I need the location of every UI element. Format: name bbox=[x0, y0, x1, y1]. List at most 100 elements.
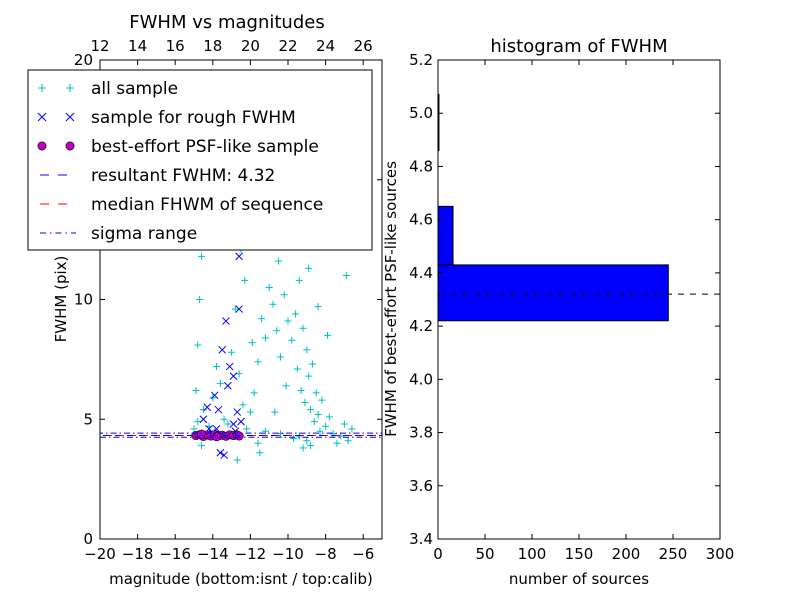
hist-x-tick-label: 100 bbox=[518, 545, 547, 563]
scatter-title: FWHM vs magnitudes bbox=[129, 12, 324, 33]
legend-label: resultant FWHM: 4.32 bbox=[91, 166, 275, 186]
scatter-point bbox=[224, 420, 232, 428]
hist-x-tick-label: 50 bbox=[475, 545, 494, 563]
scatter-point bbox=[258, 315, 266, 323]
scatter-xlabel: magnitude (bottom:isnt / top:calib) bbox=[109, 570, 373, 588]
x-tick-label: −18 bbox=[122, 545, 154, 563]
scatter-point bbox=[297, 387, 305, 395]
legend-items: all sample sample for rough FWHM best-effo… bbox=[37, 79, 323, 244]
scatter-point bbox=[218, 345, 227, 354]
scatter-point bbox=[222, 317, 230, 325]
scatter-point bbox=[199, 406, 207, 414]
top-tick-label: 14 bbox=[128, 37, 147, 55]
hist-y-tick-label: 4.8 bbox=[409, 157, 433, 175]
hist-y-tick-label: 5.2 bbox=[409, 51, 433, 69]
hist-x-tick-label: 300 bbox=[706, 545, 735, 563]
scatter-ylabel: FWHM (pix) bbox=[52, 256, 70, 343]
scatter-point bbox=[293, 365, 301, 373]
legend-item: best-effort PSF-like sample bbox=[37, 137, 319, 157]
scatter-point bbox=[305, 264, 313, 272]
legend-item: resultant FWHM: 4.32 bbox=[40, 166, 275, 186]
histogram-ylabel: FWHM of best-effort PSF-like sources bbox=[382, 161, 400, 437]
x-tick-label: −10 bbox=[272, 545, 304, 563]
legend-label: all sample bbox=[91, 79, 178, 99]
y-tick-label: 5 bbox=[83, 410, 93, 428]
legend: all sample sample for rough FWHM best-effo… bbox=[27, 69, 373, 251]
scatter-point bbox=[225, 362, 234, 371]
scatter-point bbox=[237, 417, 245, 426]
scatter-point bbox=[228, 348, 236, 356]
scatter-point bbox=[271, 408, 279, 416]
scatter-point bbox=[312, 389, 320, 397]
scatter-point bbox=[220, 451, 228, 460]
x-tick-label: −6 bbox=[352, 545, 374, 563]
x-tick-label: −8 bbox=[315, 545, 337, 563]
hist-y-tick-label: 3.4 bbox=[409, 530, 433, 548]
scatter-point bbox=[233, 456, 241, 464]
hist-y-tick-label: 4.4 bbox=[409, 264, 433, 282]
scatter-point bbox=[246, 408, 254, 416]
legend-marker-swatch bbox=[65, 141, 75, 151]
scatter-point bbox=[322, 422, 330, 430]
scatter-point bbox=[199, 415, 208, 424]
legend-marker-swatch bbox=[65, 112, 75, 122]
legend-label: sigma range bbox=[91, 224, 197, 244]
legend-marker-swatch bbox=[37, 112, 47, 122]
scatter-point bbox=[243, 425, 251, 433]
legend-marker-swatch bbox=[66, 84, 74, 92]
scatter-point bbox=[307, 442, 315, 450]
scatter-point bbox=[229, 372, 238, 380]
scatter-point bbox=[342, 272, 350, 280]
scatter-point bbox=[235, 370, 243, 378]
scatter-point bbox=[261, 427, 269, 435]
hist-y-tick-label: 4.2 bbox=[409, 317, 433, 335]
scatter-point bbox=[314, 410, 322, 418]
x-tick-label: −12 bbox=[235, 545, 267, 563]
scatter-point bbox=[275, 257, 283, 265]
scatter-point bbox=[314, 303, 322, 311]
scatter-point bbox=[316, 427, 324, 435]
scatter-point bbox=[344, 437, 352, 445]
histogram-panel: histogram of FWHM number of sources FWHM… bbox=[382, 36, 734, 588]
scatter-point bbox=[216, 448, 225, 457]
scatter-point bbox=[348, 425, 356, 433]
scatter-point bbox=[340, 420, 348, 428]
legend-item: median FHWM of sequence bbox=[40, 195, 323, 215]
top-tick-label: 26 bbox=[354, 37, 373, 55]
histogram-plot-area bbox=[437, 94, 720, 322]
hist-y-tick-label: 3.6 bbox=[409, 477, 433, 495]
scatter-point bbox=[273, 327, 281, 335]
scatter-point bbox=[203, 403, 212, 412]
scatter-point bbox=[233, 408, 242, 416]
reference-lines bbox=[100, 432, 382, 438]
scatter-point bbox=[235, 252, 243, 261]
histogram-axes: 0 50 100 150 200 250 300 3.4 3.6 3.8 4.0 4.2 4.4 4.6 4… bbox=[409, 51, 734, 563]
scatter-point bbox=[194, 341, 202, 349]
hist-y-tick-label: 3.8 bbox=[409, 424, 433, 442]
scatter-point bbox=[303, 346, 311, 354]
scatter-point bbox=[299, 444, 307, 452]
scatter-point bbox=[282, 382, 290, 390]
scatter-point bbox=[239, 401, 247, 409]
legend-label: sample for rough FWHM bbox=[91, 108, 296, 128]
scatter-point bbox=[194, 418, 202, 426]
scatter-point bbox=[284, 317, 292, 325]
scatter-point bbox=[269, 300, 277, 308]
scatter-point bbox=[310, 418, 318, 426]
hist-y-tick-label: 4.6 bbox=[409, 211, 433, 229]
scatter-point bbox=[280, 291, 288, 299]
top-tick-label: 20 bbox=[241, 37, 260, 55]
scatter-point bbox=[276, 353, 284, 361]
scatter-point bbox=[292, 310, 300, 318]
y-tick-label: 10 bbox=[74, 291, 93, 309]
top-tick-label: 18 bbox=[203, 37, 222, 55]
hist-x-tick-label: 150 bbox=[565, 545, 594, 563]
scatter-point bbox=[307, 406, 315, 414]
x-tick-label: −20 bbox=[84, 545, 116, 563]
legend-label: median FHWM of sequence bbox=[91, 195, 323, 215]
hist-x-tick-label: 200 bbox=[612, 545, 641, 563]
legend-marker-swatch bbox=[38, 84, 46, 92]
scatter-point bbox=[318, 396, 326, 404]
scatter-point bbox=[241, 276, 249, 284]
